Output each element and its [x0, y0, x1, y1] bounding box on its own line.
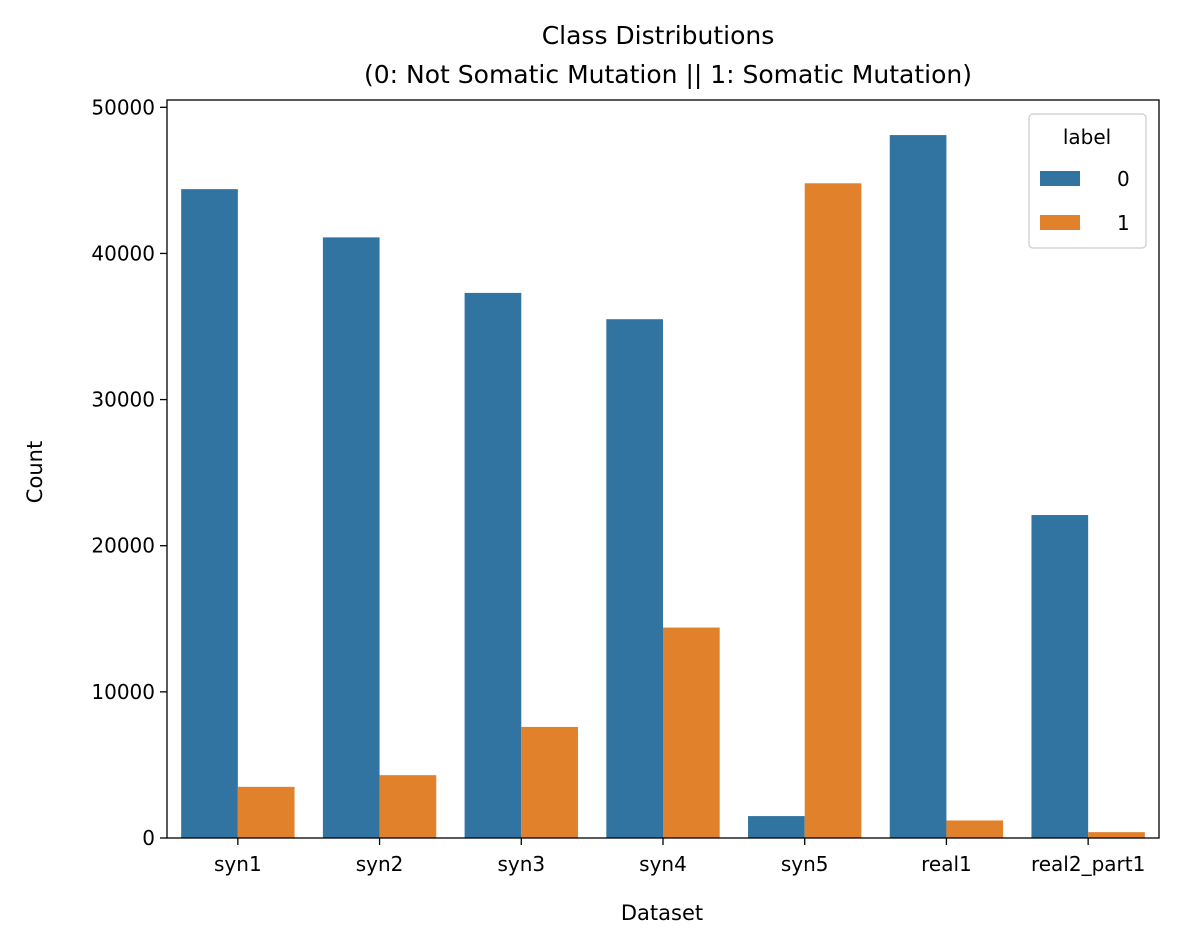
x-axis-ticks: syn1 syn2 syn3 syn4 syn5 real1 real2_part1 — [214, 838, 1145, 876]
x-tick-label: syn4 — [639, 852, 687, 876]
bar-syn3-label-1 — [521, 726, 578, 838]
chart-title: Class Distributions — [542, 21, 775, 50]
y-tick-label: 10000 — [91, 680, 155, 704]
bar-syn4-label-1 — [663, 627, 720, 838]
bar-syn1-label-1 — [237, 786, 295, 838]
bar-syn5-label-0 — [748, 816, 805, 838]
x-tick-label: syn5 — [781, 852, 829, 876]
y-tick-label: 20000 — [91, 534, 155, 558]
chart-subtitle: (0: Not Somatic Mutation || 1: Somatic M… — [364, 60, 972, 89]
y-tick-label: 50000 — [91, 95, 155, 119]
bar-real2_part1-label-1 — [1088, 832, 1145, 838]
legend-label-1: 1 — [1117, 211, 1130, 235]
y-axis-label: Count — [23, 441, 47, 503]
y-tick-label: 40000 — [91, 241, 155, 265]
x-axis-label: Dataset — [621, 901, 703, 925]
bar-real1-label-0 — [889, 135, 947, 839]
y-tick-label: 30000 — [91, 388, 155, 412]
y-tick-label: 0 — [142, 826, 155, 850]
bar-syn2-label-0 — [322, 237, 380, 838]
x-tick-label: syn3 — [497, 852, 545, 876]
bar-syn2-label-1 — [379, 775, 437, 838]
bar-real1-label-1 — [946, 820, 1004, 838]
bars — [181, 135, 1145, 839]
legend-swatch-1 — [1040, 215, 1080, 230]
bar-syn4-label-0 — [606, 319, 663, 839]
x-tick-label: real2_part1 — [1031, 852, 1145, 876]
bar-real2_part1-label-0 — [1031, 515, 1089, 838]
bar-syn5-label-1 — [804, 183, 862, 838]
legend-title: label — [1063, 125, 1111, 149]
legend-label-0: 0 — [1117, 167, 1130, 191]
bar-syn3-label-0 — [464, 292, 522, 839]
legend: label 0 1 — [1028, 113, 1147, 249]
legend-box — [1028, 113, 1147, 249]
x-tick-label: syn1 — [214, 852, 262, 876]
plot-frame — [166, 99, 1160, 839]
legend-swatch-0 — [1040, 171, 1080, 186]
y-axis-ticks: 0 10000 20000 30000 40000 50000 — [91, 95, 167, 850]
bar-syn1-label-0 — [181, 189, 238, 839]
x-tick-label: real1 — [921, 852, 972, 876]
x-tick-label: syn2 — [356, 852, 404, 876]
